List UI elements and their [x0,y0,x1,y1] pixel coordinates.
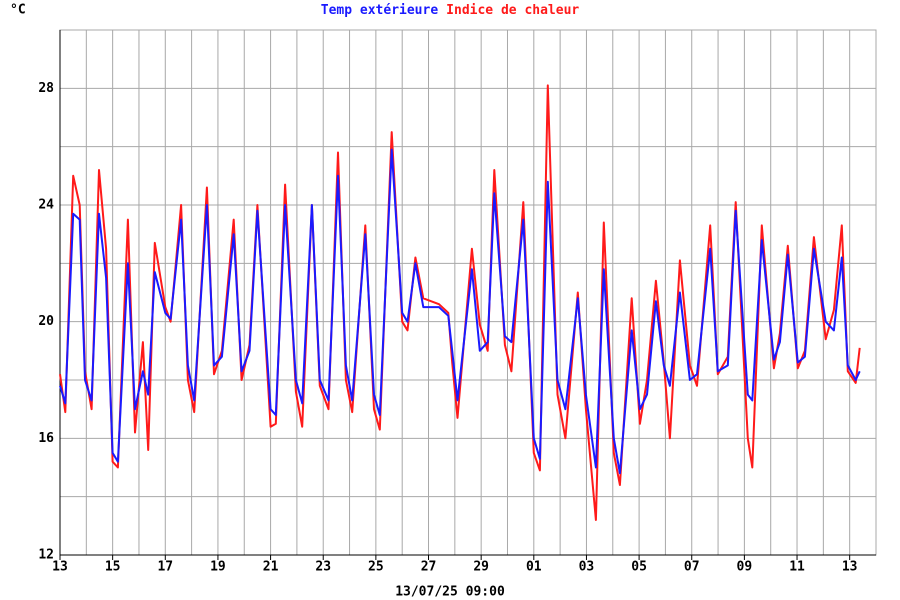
x-tick-label: 19 [210,560,226,575]
x-tick-label: 29 [473,560,489,575]
y-tick-label: 16 [38,431,54,446]
x-tick-label: 27 [421,560,437,575]
x-tick-label: 07 [684,560,700,575]
y-tick-label: 20 [38,314,54,329]
x-tick-label: 21 [263,560,279,575]
x-tick-label: 09 [737,560,753,575]
y-axis-label: °C [10,3,26,18]
legend-entry: Indice de chaleur [446,3,579,18]
x-tick-label: 23 [315,560,331,575]
data-line [59,148,861,475]
y-tick-label: 28 [38,81,54,96]
x-tick-label: 15 [105,560,121,575]
legend-entry: Temp extérieure [321,3,439,18]
y-tick-label: 12 [38,548,54,563]
x-tick-label: 17 [157,560,173,575]
x-tick-label: 25 [368,560,384,575]
x-tick-label: 11 [789,560,805,575]
x-tick-label: 05 [631,560,647,575]
x-tick-label: 13 [842,560,858,575]
x-tick-label: 01 [526,560,542,575]
legend: Temp extérieure Indice de chaleur [321,3,580,18]
x-tick-label: 03 [579,560,595,575]
x-axis-label: 13/07/25 09:00 [395,585,505,600]
y-tick-label: 24 [38,198,54,213]
x-tick-label: 13 [52,560,68,575]
